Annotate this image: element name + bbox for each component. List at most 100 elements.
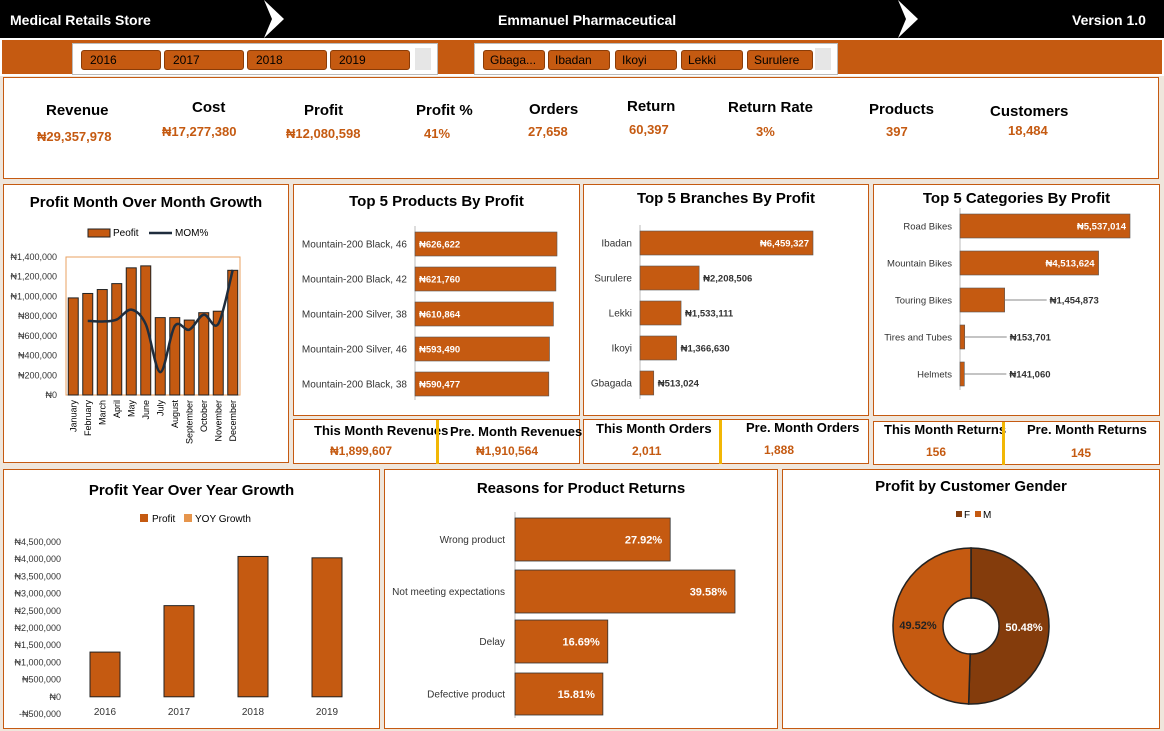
branch-slicer-scrollbar[interactable] [815,48,831,70]
bar [959,250,1099,276]
branch-chip-ibadan[interactable]: Ibadan [548,50,610,70]
branch-chip-ikoyi[interactable]: Ikoyi [615,50,677,70]
x-tick-label: July [155,400,165,417]
returns-cards: This Month Returns 156 Pre. Month Return… [873,421,1160,465]
orders-cards: This Month Orders 2,011 Pre. Month Order… [583,419,869,464]
kpi-value-products: 397 [886,124,908,139]
y-tick-label: ₦1,200,000 [10,272,57,282]
branches-chart-title: Top 5 Branches By Profit [636,190,816,207]
data-label: ₦593,490 [419,345,460,356]
kpi-label-revenue: Revenue [46,102,109,119]
bar [959,213,1131,239]
category-label: Defective product [427,690,505,701]
year-chip-2017[interactable]: 2017 [164,50,244,70]
legend-swatch-f [956,511,962,517]
gender-chart-title: Profit by Customer Gender [875,478,1067,495]
kpi-label-return-rate: Return Rate [728,99,814,116]
bar-profit [67,297,79,396]
category-label: Lekki [609,309,632,320]
bar [959,324,966,350]
y-tick-label: ₦4,500,000 [14,537,61,547]
data-label: ₦4,513,624 [1045,259,1095,270]
category-label: Mountain-200 Silver, 46 [302,345,408,356]
returns-chart-title: Reasons for Product Returns [476,480,686,497]
bar-profit [311,557,343,698]
card-divider [1002,422,1005,465]
data-label: ₦621,760 [419,275,460,286]
y-tick-label: ₦4,000,000 [14,554,61,564]
bar [639,370,655,396]
data-label: 50.48% [1005,622,1043,634]
this-month-orders-value: 2,011 [632,444,662,458]
bar-profit [89,651,121,698]
bar [414,231,558,257]
prev-month-revenues-label: Pre. Month Revenues [450,424,583,439]
bar-profit [82,292,94,396]
year-chip-2018[interactable]: 2018 [247,50,327,70]
legend-label-yoy: YOY Growth [195,514,251,525]
y-tick-label: ₦400,000 [18,351,57,361]
category-label: Wrong product [440,535,506,546]
yoy-chart-panel: Profit Year Over Year Growth Profit YOY G… [3,469,380,729]
branch-chip-gbagada[interactable]: Gbaga... [483,50,545,70]
bar [414,371,550,397]
kpi-label-products: Products [869,101,935,118]
kpi-panel: Revenue ₦29,357,978 Cost ₦17,277,380 Pro… [3,77,1159,179]
branch-chip-lekki[interactable]: Lekki [681,50,743,70]
kpi-label-profit: Profit [304,102,344,119]
category-label: Mountain-200 Black, 38 [302,380,408,391]
data-label: 16.69% [562,637,600,649]
data-label: ₦1,533,111 [685,309,734,320]
kpi-label-customers: Customers [990,103,1069,120]
y-tick-label: ₦1,500,000 [14,640,61,650]
category-label: Touring Bikes [895,296,952,307]
legend-label-f: F [964,510,970,521]
this-month-orders-label: This Month Orders [596,421,712,436]
bar [514,672,604,716]
y-tick-label: ₦1,000,000 [14,657,61,667]
data-label: 39.58% [690,587,728,599]
plot-area-border [65,256,241,396]
data-label: ₦1,366,630 [681,344,730,355]
bar [959,361,965,387]
year-chip-2016[interactable]: 2016 [81,50,161,70]
bar-profit [198,312,210,396]
branch-chip-surulere[interactable]: Surulere [747,50,813,70]
legend-label-m: M [983,510,991,521]
year-chip-2019[interactable]: 2019 [330,50,410,70]
company-title: Emmanuel Pharmaceutical [498,12,677,28]
kpi-label-orders: Orders [529,101,579,118]
legend-swatch-profit [87,228,111,238]
year-slicer-scrollbar[interactable] [415,48,431,70]
data-label: ₦6,459,327 [760,239,809,250]
prev-month-returns-label: Pre. Month Returns [1027,422,1147,437]
data-label: ₦141,060 [1009,370,1050,381]
y-tick-label: ₦2,500,000 [14,606,61,616]
kpi-label-cost: Cost [192,99,226,116]
branch-slicer: Gbaga... Ibadan Ikoyi Lekki Surulere [474,43,838,75]
bar-profit [140,265,152,396]
this-month-returns-label: This Month Returns [884,422,1007,437]
branches-chart-panel: Top 5 Branches By Profit Ibadan ₦6,459,32… [583,184,869,416]
products-chart-title: Top 5 Products By Profit [349,193,524,210]
this-month-revenues-value: ₦1,899,607 [330,444,393,458]
header-bar: Medical Retails Store Emmanuel Pharmaceu… [0,0,1164,38]
x-tick-label: December [228,400,238,442]
store-title: Medical Retails Store [10,12,151,28]
data-label: ₦153,701 [1010,333,1052,344]
chevron-right-icon [264,0,284,38]
category-label: Mountain-200 Silver, 38 [302,310,408,321]
x-tick-label: October [199,400,209,432]
x-tick-label: March [97,400,107,425]
mom-chart: Peofit MOM% ₦0 ₦200,000 ₦400,000 ₦600,000 ₦800… [10,228,241,444]
y-tick-label: -₦500,000 [19,709,61,719]
card-divider [436,420,439,464]
bar [514,619,609,664]
products-chart-panel: Top 5 Products By Profit Mountain-200 Bl… [293,184,580,416]
x-tick-label: September [184,400,194,444]
bar-profit [111,283,123,396]
category-label: Ikoyi [611,344,632,355]
bar [414,266,557,292]
data-label: ₦5,537,014 [1077,222,1127,233]
data-label: 15.81% [558,689,596,701]
